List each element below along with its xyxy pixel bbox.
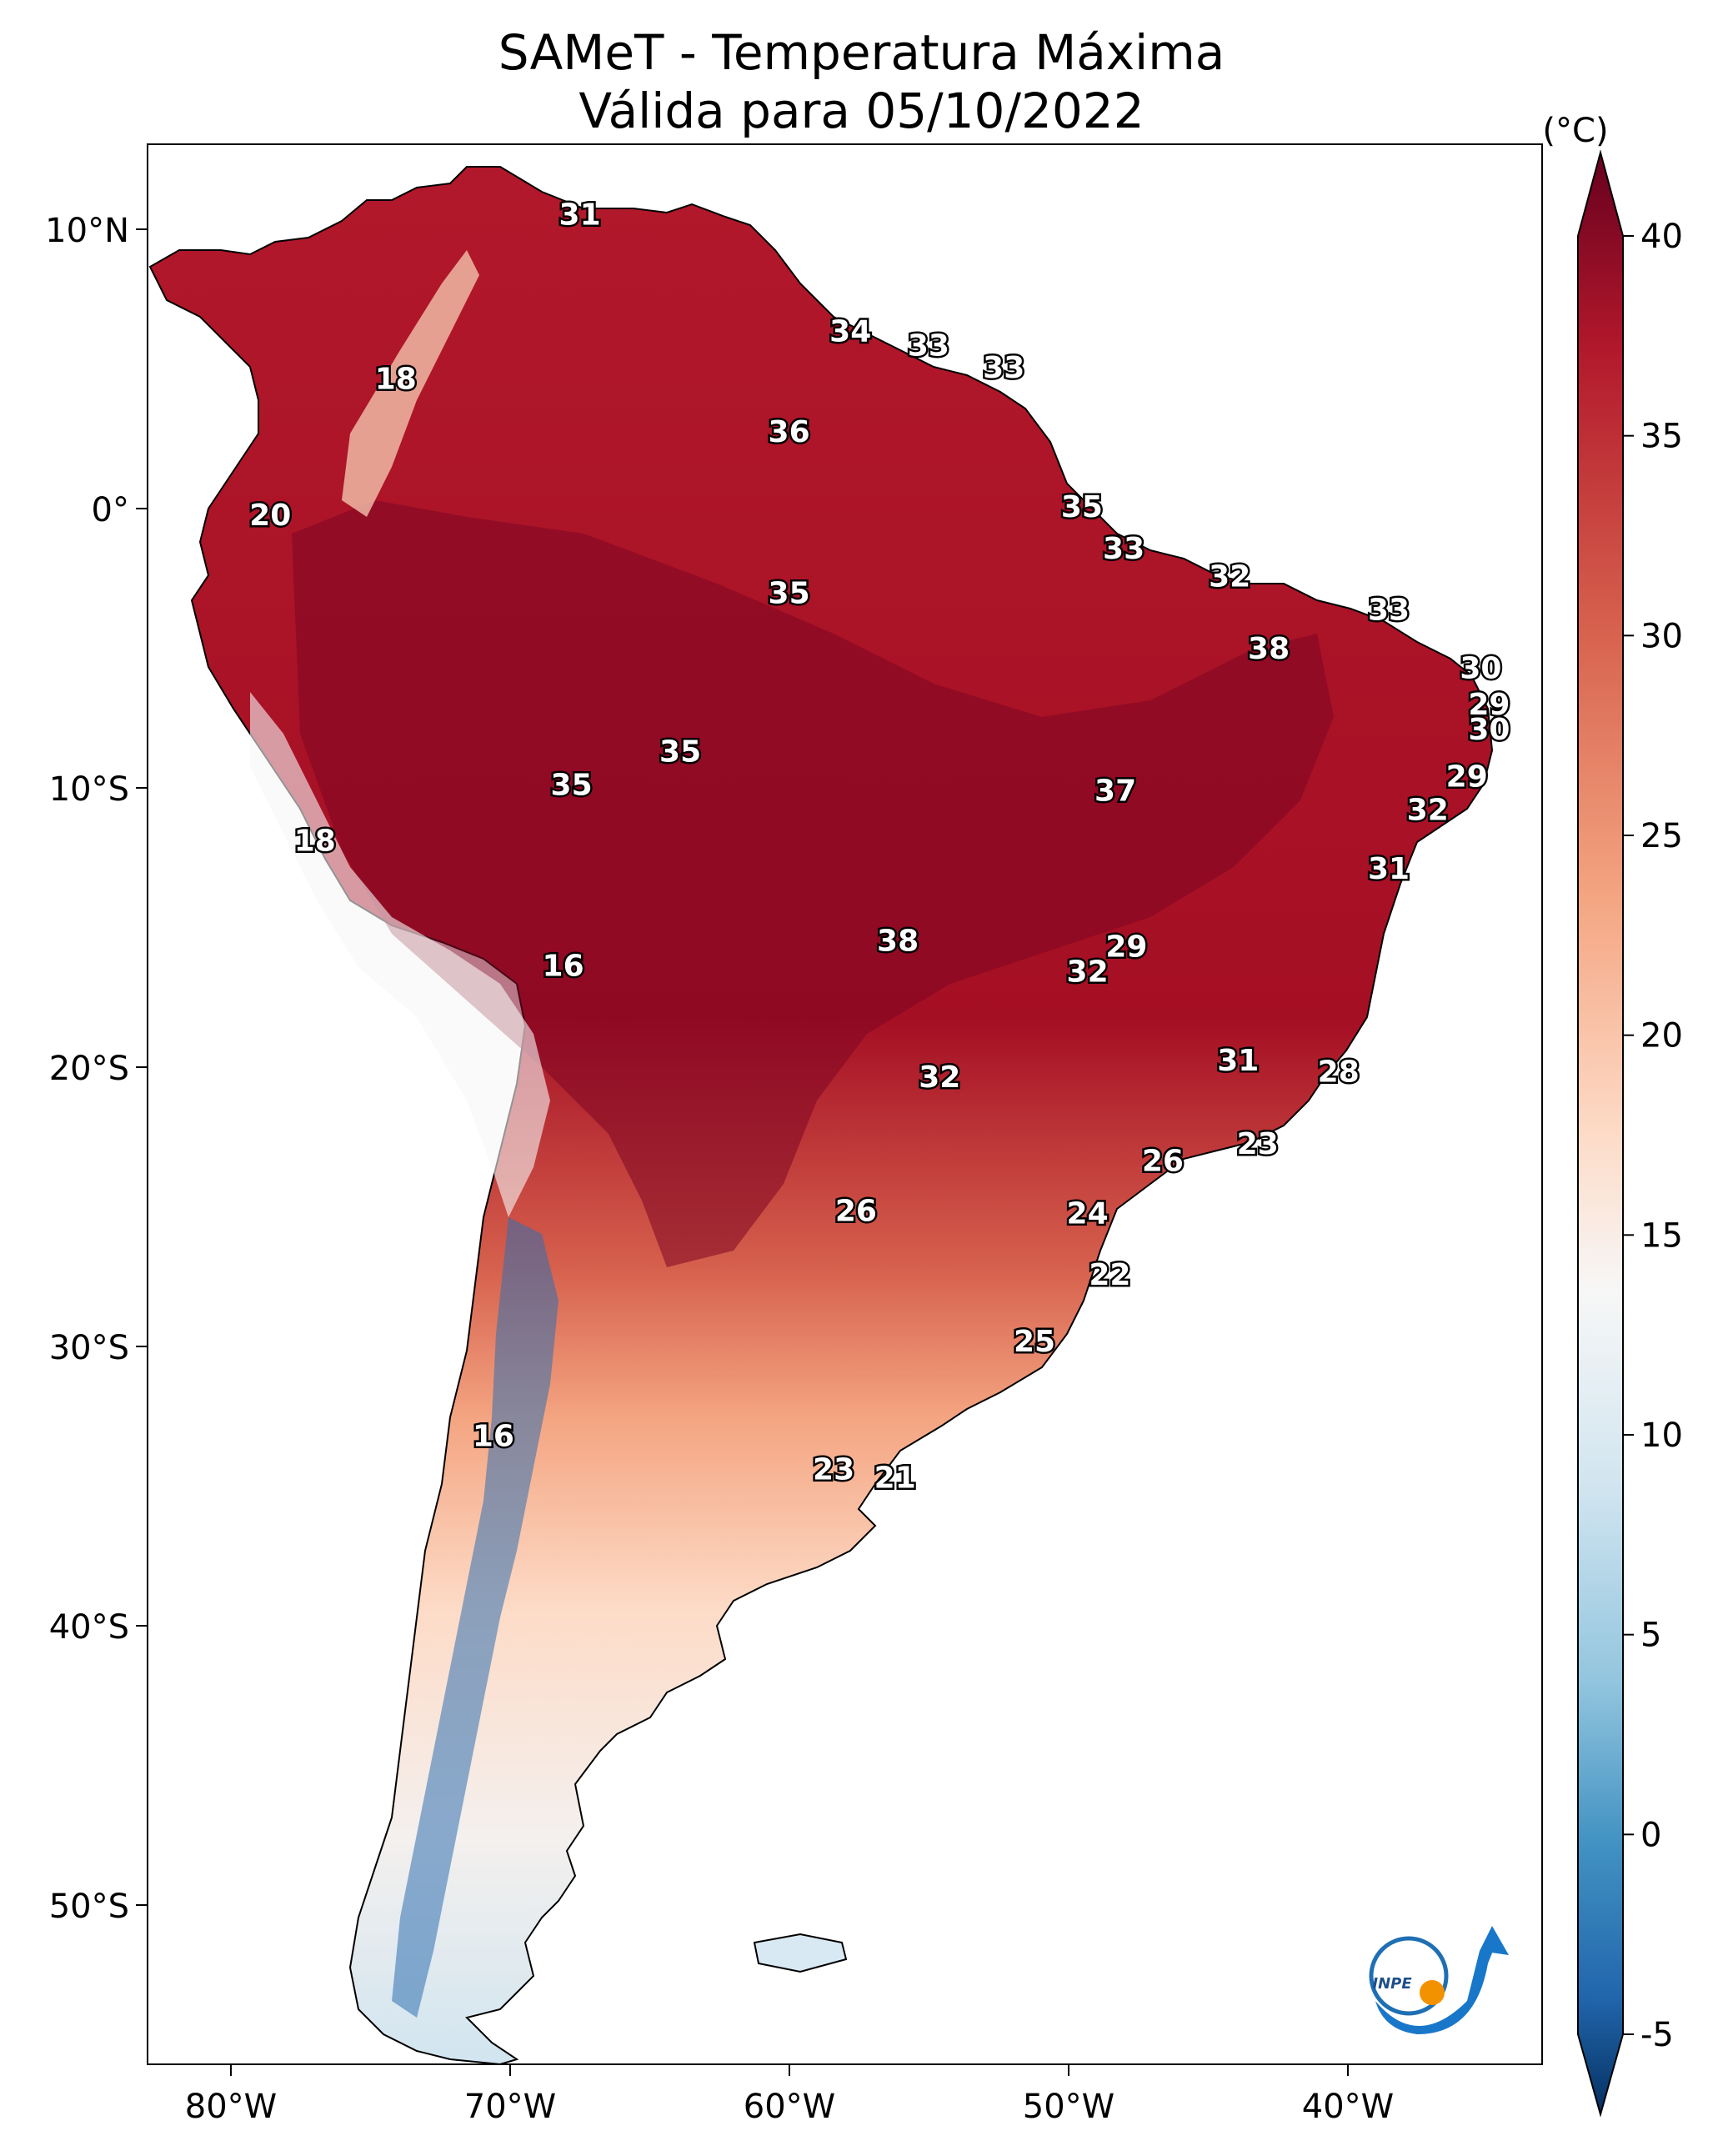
city-value-label: 35 xyxy=(1061,490,1103,524)
lat-tick-40s: 40°S xyxy=(49,1608,129,1647)
city-value-label: 31 xyxy=(559,198,601,232)
lon-tick-80w: 80°W xyxy=(185,2088,277,2126)
title-line-2: Válida para 05/10/2022 xyxy=(579,83,1144,139)
colorbar-body xyxy=(1577,149,1624,2118)
city-value-label: 32 xyxy=(1407,794,1449,828)
colorbar-tick-label: 20 xyxy=(1640,1017,1683,1055)
colorbar-tick-label: 5 xyxy=(1640,1617,1661,1655)
lat-tick-20s: 20°S xyxy=(49,1050,129,1088)
andes-cool-strip xyxy=(392,1217,558,2018)
colorbar-tick-label: 10 xyxy=(1640,1416,1683,1455)
city-value-label: 36 xyxy=(769,415,810,449)
falkland-islands xyxy=(753,1933,848,1973)
city-value-label: 18 xyxy=(294,824,336,858)
title-line-1: SAMeT - Temperatura Máxima xyxy=(498,24,1225,81)
city-value-label: 30 xyxy=(1460,652,1501,686)
lat-tick-10n: 10°N xyxy=(45,212,129,250)
longitude-ticks: 80°W 70°W 60°W 50°W 40°W xyxy=(185,2064,1394,2126)
city-value-label: 31 xyxy=(1217,1044,1259,1078)
city-value-label: 34 xyxy=(829,315,871,349)
colorbar-tick-label: 30 xyxy=(1640,617,1683,655)
city-value-label: 37 xyxy=(1094,774,1136,808)
andes-north-cool xyxy=(250,692,550,1217)
city-value-label: 16 xyxy=(473,1420,514,1454)
city-value-label: 29 xyxy=(1468,688,1510,722)
colorbar-tick-label: 35 xyxy=(1640,418,1683,456)
city-value-label: 26 xyxy=(835,1194,877,1228)
colorbar-tick-label: 40 xyxy=(1640,218,1683,256)
city-value-label: 28 xyxy=(1318,1055,1360,1089)
inpe-logo: INPE xyxy=(1369,1926,1509,2034)
city-value-label: 38 xyxy=(877,925,919,959)
lon-tick-60w: 60°W xyxy=(744,2088,835,2126)
colorbar: (°C) 40 35 30 25 20 15 10 5 0 -5 xyxy=(1542,112,1683,2118)
lon-tick-40w: 40°W xyxy=(1302,2088,1394,2126)
city-value-label: 26 xyxy=(1142,1144,1184,1178)
city-value-label: 33 xyxy=(908,328,949,363)
colorbar-tick-label: 15 xyxy=(1640,1216,1683,1255)
city-value-label: 16 xyxy=(543,950,584,984)
map-title: SAMeT - Temperatura Máxima Válida para 0… xyxy=(0,23,1723,140)
lon-tick-50w: 50°W xyxy=(1023,2088,1114,2126)
city-value-label: 29 xyxy=(1105,930,1147,964)
city-value-label: 33 xyxy=(983,351,1024,385)
colorbar-tick-label: 25 xyxy=(1640,817,1683,855)
lat-tick-0: 0° xyxy=(92,491,129,529)
city-value-label: 31 xyxy=(1368,852,1410,886)
city-value-label: 35 xyxy=(769,576,810,610)
city-value-label: 38 xyxy=(1248,632,1290,666)
lon-tick-70w: 70°W xyxy=(464,2088,556,2126)
city-value-label: 18 xyxy=(375,362,417,396)
lat-tick-30s: 30°S xyxy=(49,1329,129,1367)
city-value-label: 32 xyxy=(1067,955,1109,989)
city-value-label: 20 xyxy=(249,499,291,533)
city-value-label: 22 xyxy=(1089,1258,1130,1292)
city-value-label: 32 xyxy=(1209,559,1250,594)
colorbar-unit: (°C) xyxy=(1542,112,1608,150)
colorbar-tick-label: -5 xyxy=(1640,2016,1674,2054)
city-value-label: 25 xyxy=(1014,1325,1055,1359)
city-value-label: 33 xyxy=(1368,593,1410,627)
city-value-label: 35 xyxy=(551,769,593,803)
city-value-label: 29 xyxy=(1446,760,1488,795)
city-value-label: 30 xyxy=(1468,713,1510,747)
city-value-label: 35 xyxy=(659,735,701,770)
city-value-label: 21 xyxy=(874,1462,916,1496)
city-value-label: 33 xyxy=(1103,532,1144,566)
lat-tick-50s: 50°S xyxy=(49,1888,129,1926)
latitude-ticks: 10°N 0° 10°S 20°S 30°S 40°S 50°S xyxy=(45,212,148,1926)
colorbar-ticks: 40 35 30 25 20 15 10 5 0 -5 xyxy=(1623,218,1683,2054)
hot-core-region xyxy=(292,500,1334,1267)
lat-tick-10s: 10°S xyxy=(49,770,129,809)
colorbar-tick-label: 0 xyxy=(1640,1816,1661,1854)
temperature-field xyxy=(148,166,1494,2064)
city-value-label: 23 xyxy=(813,1453,854,1487)
city-value-label: 24 xyxy=(1067,1197,1109,1231)
city-value-label: 23 xyxy=(1237,1127,1279,1161)
colombia-andes-cool xyxy=(342,250,479,517)
inpe-logo-text: INPE xyxy=(1372,1975,1412,1993)
city-value-label: 32 xyxy=(919,1060,960,1095)
